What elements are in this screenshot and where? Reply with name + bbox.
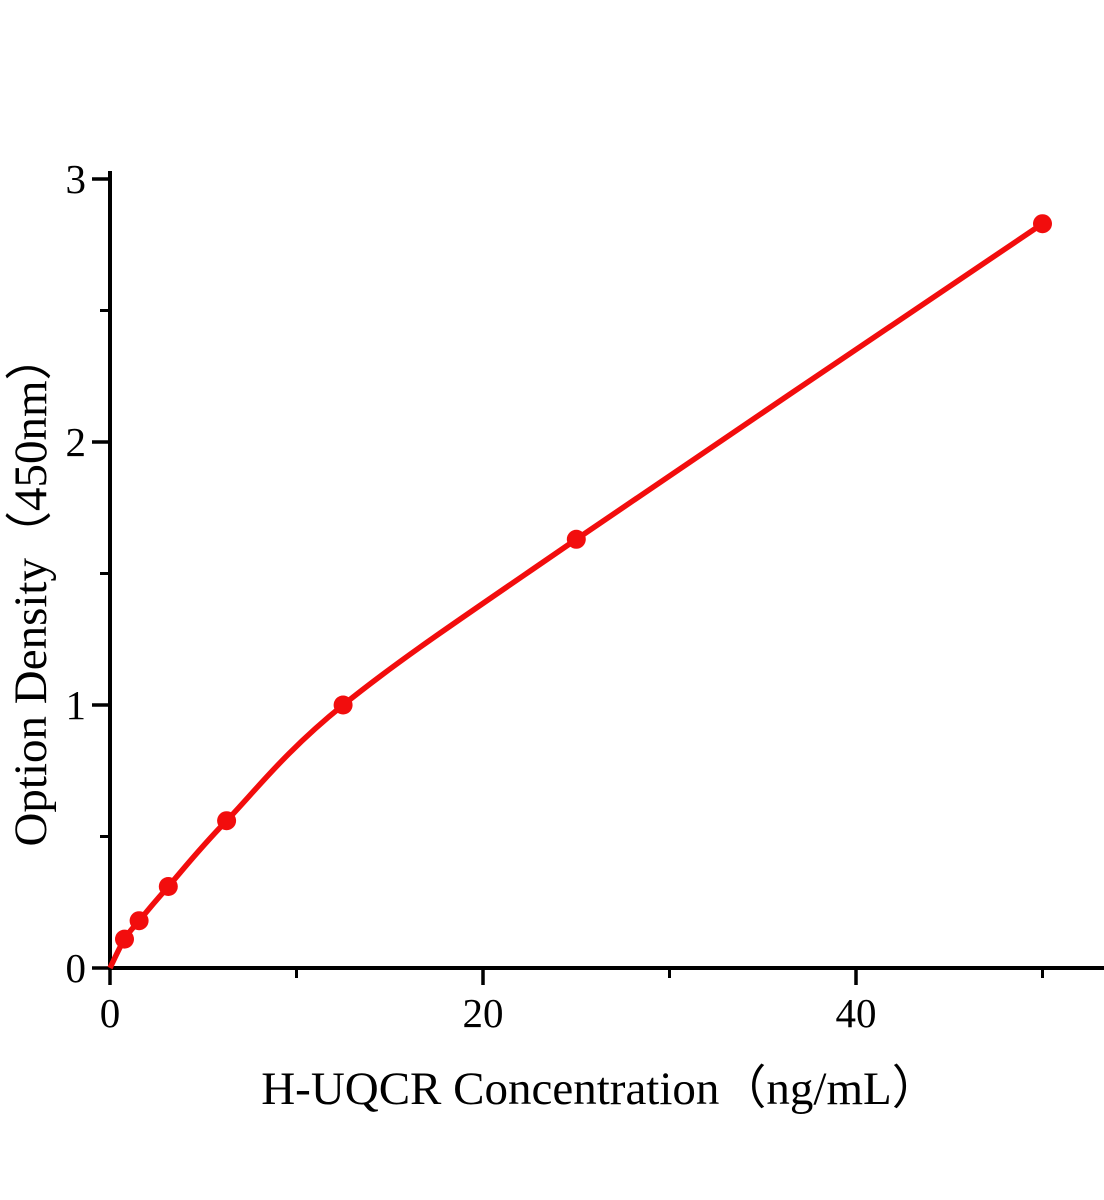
standard-curve-line: [107, 221, 1045, 970]
axis-tick-labels: 0 20 40 0 1 2 3: [66, 156, 877, 1036]
x-tick-label: 0: [100, 990, 121, 1036]
y-tick-label: 2: [66, 419, 87, 465]
plot-area: [107, 214, 1052, 970]
data-point-marker: [217, 811, 237, 831]
data-point-marker: [566, 529, 586, 549]
data-point-marker: [158, 877, 178, 896]
data-point-marker: [333, 695, 353, 715]
y-tick-label: 0: [66, 945, 87, 991]
axis-ticks: [92, 177, 1044, 985]
data-point-marker: [115, 929, 134, 949]
x-tick-label: 40: [836, 990, 877, 1036]
axes: [108, 171, 1104, 970]
data-point-marker: [1033, 214, 1052, 234]
y-tick-label: 3: [66, 156, 87, 202]
data-point-marker: [129, 911, 149, 931]
y-axis-title: Option Density（450nm）: [5, 333, 57, 846]
x-axis-title: H-UQCR Concentration（ng/mL）: [261, 1063, 939, 1115]
x-tick-label: 20: [463, 990, 504, 1036]
y-tick-label: 1: [66, 682, 87, 728]
